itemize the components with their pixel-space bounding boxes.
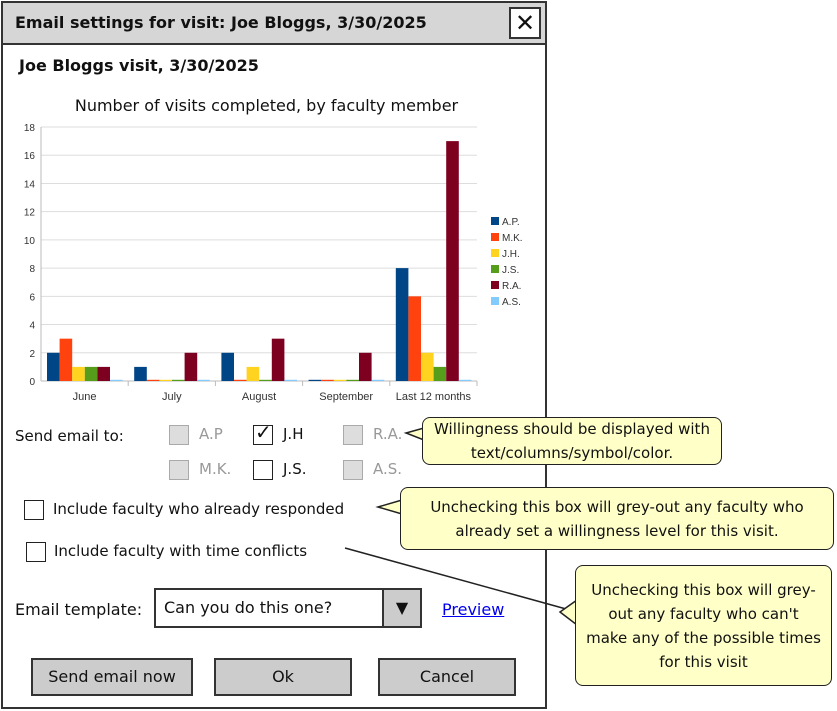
- legend-label: A.P.: [502, 217, 520, 228]
- y-tick-label: 14: [24, 179, 36, 190]
- dropdown-arrow-icon[interactable]: ▼: [382, 590, 420, 626]
- legend-label: J.H.: [502, 249, 520, 260]
- include-responded-label: Include faculty who already responded: [53, 500, 345, 518]
- bar-mk: [234, 379, 247, 381]
- x-tick-label: Last 12 months: [396, 391, 472, 403]
- faculty-checkbox[interactable]: [253, 460, 273, 480]
- bar-ap: [395, 268, 409, 381]
- send-to-label: Send email to:: [15, 427, 124, 445]
- y-tick-label: 4: [29, 321, 35, 332]
- template-label: Email template:: [15, 600, 143, 619]
- faculty-checkbox: [343, 460, 363, 480]
- bar-as: [458, 379, 472, 381]
- legend-label: A.S.: [502, 297, 521, 308]
- include-conflicts-checkbox[interactable]: [26, 542, 46, 562]
- legend-swatch: [491, 233, 499, 241]
- send-email-now-button[interactable]: Send email now: [31, 658, 193, 696]
- legend-swatch: [491, 249, 499, 257]
- legend-swatch: [491, 265, 499, 273]
- legend-label: R.A.: [502, 281, 521, 292]
- bar-ra: [97, 366, 110, 381]
- y-tick-label: 8: [29, 264, 35, 275]
- faculty-label: M.K.: [199, 460, 232, 478]
- legend-label: M.K.: [502, 233, 523, 244]
- bar-ap: [47, 352, 60, 381]
- faculty-label: R.A.: [373, 425, 403, 443]
- visit-heading: Joe Bloggs visit, 3/30/2025: [19, 56, 259, 75]
- include-conflicts-label: Include faculty with time conflicts: [54, 542, 308, 560]
- bar-mk: [321, 379, 334, 381]
- visits-bar-chart: 0 2 4 6 8 10 12 14 16 18 June July August September La…: [24, 123, 523, 403]
- faculty-label: A.P: [199, 425, 223, 443]
- y-tick-label: 18: [24, 123, 36, 134]
- bar-ap: [221, 352, 234, 381]
- cancel-button[interactable]: Cancel: [378, 658, 516, 696]
- chart-title: Number of visits completed, by faculty m…: [74, 96, 459, 115]
- preview-link[interactable]: Preview: [442, 600, 505, 619]
- legend-swatch: [491, 217, 499, 225]
- bar-as: [371, 379, 385, 381]
- bar-js: [346, 379, 359, 381]
- title-bar: Email settings for visit: Joe Bloggs, 3/…: [3, 3, 545, 45]
- close-icon[interactable]: ✕: [509, 7, 541, 39]
- email-settings-dialog: Email settings for visit: Joe Bloggs, 3/…: [1, 1, 547, 709]
- bar-as: [284, 379, 297, 381]
- include-responded-checkbox[interactable]: [24, 500, 44, 520]
- y-tick-label: 16: [24, 151, 36, 162]
- legend-label: J.S.: [502, 265, 519, 276]
- bar-ra: [271, 338, 285, 381]
- x-tick-label: September: [319, 391, 373, 403]
- faculty-label: A.S.: [373, 460, 403, 478]
- y-tick-label: 2: [29, 349, 35, 360]
- ok-button[interactable]: Ok: [214, 658, 352, 696]
- bar-js: [259, 379, 272, 381]
- bar-jh: [246, 366, 260, 381]
- callout-responded: Unchecking this box will grey-out any fa…: [400, 487, 834, 550]
- y-tick-label: 6: [29, 292, 35, 303]
- bar-mk: [146, 379, 160, 381]
- y-tick-label: 12: [24, 208, 36, 219]
- bar-jh: [421, 352, 434, 381]
- bar-jh: [159, 379, 172, 381]
- bar-jh: [333, 379, 347, 381]
- x-tick-label: July: [162, 391, 182, 403]
- bar-ra: [359, 352, 372, 381]
- faculty-checkbox: [169, 460, 189, 480]
- legend-swatch: [491, 281, 499, 289]
- legend-swatch: [491, 297, 499, 305]
- bar-ra: [446, 141, 459, 381]
- bar-js: [433, 366, 447, 381]
- bar-ap: [308, 379, 322, 381]
- x-tick-label: August: [242, 391, 276, 403]
- bar-as: [110, 379, 123, 381]
- bar-as: [197, 379, 210, 381]
- check-icon: ✓: [255, 420, 272, 444]
- faculty-checkbox: [343, 425, 363, 445]
- bar-mk: [59, 338, 73, 381]
- faculty-label: J.S.: [283, 460, 307, 478]
- bar-ap: [134, 366, 147, 381]
- faculty-label: J.H: [283, 425, 304, 443]
- bar-js: [172, 379, 185, 381]
- faculty-checkbox[interactable]: ✓: [253, 420, 273, 445]
- bar-ra: [184, 352, 198, 381]
- callout-willingness: Willingness should be displayed with tex…: [422, 417, 722, 465]
- template-value: Can you do this one?: [164, 598, 333, 617]
- y-tick-label: 10: [24, 236, 36, 247]
- dialog-title: Email settings for visit: Joe Bloggs, 3/…: [15, 13, 427, 32]
- y-tick-label: 0: [29, 377, 35, 388]
- bar-js: [84, 366, 98, 381]
- x-tick-label: June: [73, 391, 97, 403]
- email-template-select[interactable]: Can you do this one? ▼: [154, 588, 422, 628]
- bar-jh: [72, 366, 85, 381]
- bar-mk: [408, 296, 421, 381]
- callout-conflicts: Unchecking this box will grey-out any fa…: [575, 565, 832, 686]
- faculty-checkbox: [169, 425, 189, 445]
